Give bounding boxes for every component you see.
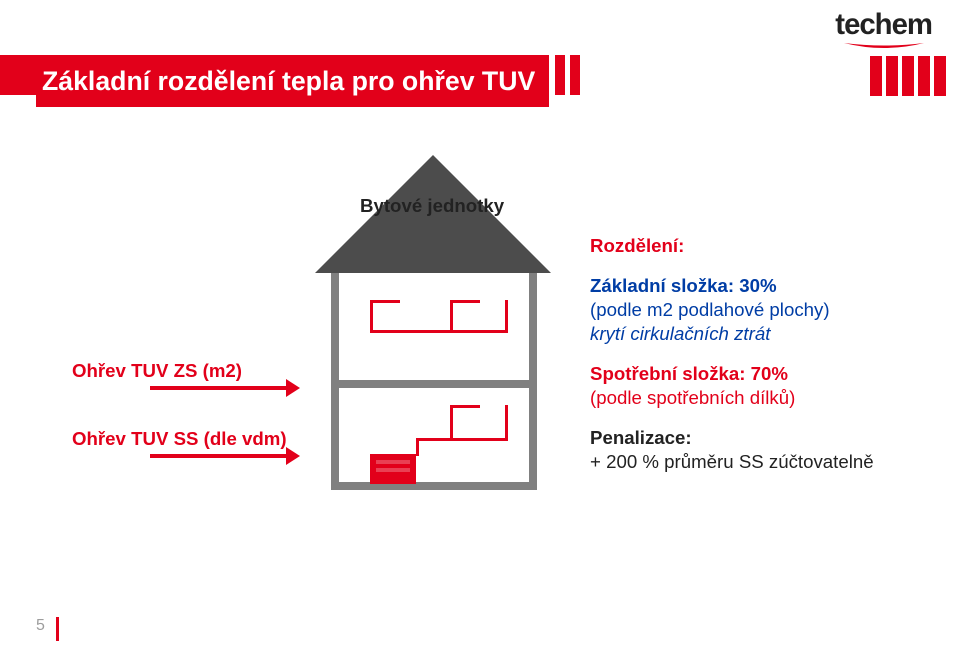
pipe-segment — [370, 300, 373, 333]
house-floor-bottom — [331, 482, 537, 490]
label-ohrev-zs: Ohřev TUV ZS (m2) — [72, 360, 242, 382]
label-ohrev-ss: Ohřev TUV SS (dle vdm) — [72, 428, 287, 450]
pipe-segment — [416, 438, 419, 456]
dist-line-1: Základní složka: 30% — [590, 275, 920, 297]
arrow-ss-shaft — [150, 454, 286, 458]
title-tail-bar — [570, 55, 580, 95]
slide: techem Základní rozdělení tepla pro ohře… — [0, 0, 960, 657]
dist-line-3: krytí cirkulačních ztrát — [590, 323, 920, 345]
label-bytove-jednotky: Bytové jednotky — [360, 195, 504, 217]
accent-stripe — [902, 56, 914, 96]
pipe-segment — [450, 405, 480, 408]
accent-stripes — [870, 56, 946, 96]
dist-line-6: Penalizace: — [590, 427, 920, 449]
title-left-pad — [0, 55, 36, 95]
dist-line-5: (podle spotřebních dílků) — [590, 387, 920, 409]
pipe-segment — [505, 405, 508, 441]
pipe-segment — [370, 300, 400, 303]
accent-stripe — [934, 56, 946, 96]
dist-line-2: (podle m2 podlahové plochy) — [590, 299, 920, 321]
accent-stripe — [918, 56, 930, 96]
brand-logo: techem — [835, 8, 932, 58]
dist-line-7: + 200 % průměru SS zúčtovatelně — [590, 451, 920, 473]
page-number: 5 — [36, 617, 45, 635]
boiler-icon — [370, 454, 416, 484]
pipe-segment — [450, 405, 453, 441]
pipe-segment — [370, 330, 505, 333]
title-tail-bars — [555, 55, 580, 107]
brand-logo-text: techem — [835, 8, 932, 42]
pipe-segment — [416, 438, 506, 441]
slide-title-bar: Základní rozdělení tepla pro ohřev TUV — [0, 55, 580, 107]
title-tail-bar — [555, 55, 565, 95]
pipe-segment — [505, 300, 508, 333]
accent-stripe — [886, 56, 898, 96]
arrow-zs-shaft — [150, 386, 286, 390]
slide-title-text: Základní rozdělení tepla pro ohřev TUV — [42, 66, 535, 97]
slide-title: Základní rozdělení tepla pro ohřev TUV — [36, 55, 549, 107]
arrow-ss-head — [286, 447, 300, 465]
dist-line-4: Spotřební složka: 70% — [590, 363, 920, 385]
distribution-text-column: Rozdělení: Základní složka: 30%(podle m2 … — [590, 235, 920, 473]
pipe-segment — [450, 300, 480, 303]
dist-line-0: Rozdělení: — [590, 235, 920, 257]
pipe-segment — [450, 300, 453, 333]
accent-stripe — [870, 56, 882, 96]
page-number-accent — [56, 617, 59, 641]
arrow-zs-head — [286, 379, 300, 397]
house-floor-mid — [331, 380, 537, 388]
